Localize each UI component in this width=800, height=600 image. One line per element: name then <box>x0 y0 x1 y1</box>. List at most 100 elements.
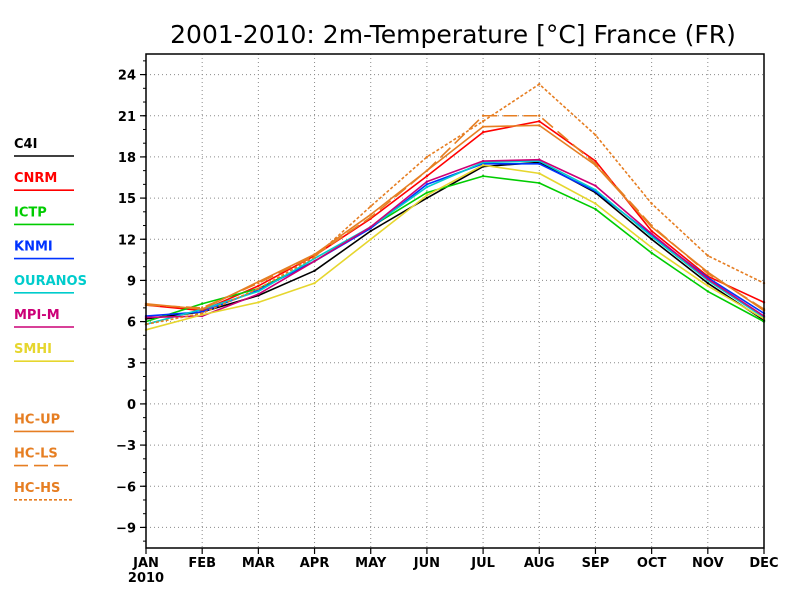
data-point <box>538 172 541 175</box>
data-point <box>594 162 597 165</box>
data-point <box>650 224 653 227</box>
y-tick-label: 18 <box>118 151 136 166</box>
y-tick-label: 12 <box>118 233 136 248</box>
data-point <box>594 133 597 137</box>
data-point <box>706 281 710 285</box>
legend-item-c4i: C4I <box>14 137 74 157</box>
data-point <box>257 284 260 288</box>
data-point <box>200 306 204 310</box>
x-axis: 2010 JAN FEB MAR APR MAY JUN JUL AUG SEP OCT NOV DE… <box>128 548 779 586</box>
data-point <box>257 290 260 293</box>
x-tick-label: JAN <box>132 556 159 571</box>
series-line <box>145 164 765 331</box>
x-tick-label: JUL <box>470 556 495 571</box>
y-tick-label: 3 <box>127 357 136 372</box>
data-point <box>313 269 316 273</box>
data-point <box>369 238 372 241</box>
data-point <box>650 238 653 241</box>
series-smhi <box>144 163 766 332</box>
y-tick-label: 24 <box>118 69 136 84</box>
legend-label: HC-HS <box>14 481 60 496</box>
data-point <box>481 159 485 163</box>
legend-item-mpi-m: MPI-M <box>14 308 74 328</box>
data-point <box>650 246 653 249</box>
data-point <box>257 287 260 290</box>
data-point <box>313 260 316 263</box>
data-point <box>425 180 429 183</box>
legend-label: HC-UP <box>14 412 60 427</box>
series-line <box>145 83 765 326</box>
data-point <box>538 158 541 161</box>
series-line <box>145 114 765 310</box>
data-point <box>369 205 372 208</box>
data-point <box>481 174 485 178</box>
series-line <box>145 120 765 312</box>
data-point <box>594 202 597 205</box>
data-point <box>650 232 653 235</box>
x-tick-label: APR <box>300 556 330 571</box>
y-tick-label: 0 <box>127 398 136 413</box>
y-tick-label: −9 <box>116 521 136 536</box>
data-point <box>369 213 372 216</box>
data-point <box>313 281 316 285</box>
y-tick-label: 6 <box>127 316 136 331</box>
data-point <box>425 185 429 189</box>
legend-item-knmi: KNMI <box>14 240 74 260</box>
data-point <box>650 202 653 205</box>
data-point <box>425 196 429 200</box>
legend-label: HC-LS <box>14 447 58 462</box>
data-point <box>650 235 653 238</box>
y-axis: −9 −6 −3 0 3 6 9 12 15 18 21 24 <box>116 60 146 542</box>
data-point <box>481 163 485 167</box>
y-tick-label: −3 <box>116 439 136 454</box>
data-point <box>200 302 204 305</box>
legend-item-hc-ls: HC-LS <box>14 447 74 467</box>
grid <box>146 54 764 548</box>
legend-item-hc-up: HC-UP <box>14 412 74 433</box>
legend-item-hc-hs: HC-HS <box>14 481 74 501</box>
legend-label: ICTP <box>14 205 47 220</box>
x-tick-label: SEP <box>582 556 610 571</box>
legend-label: MPI-M <box>14 308 60 323</box>
series-line <box>145 175 765 323</box>
data-point <box>650 251 653 255</box>
data-point <box>425 183 429 186</box>
series-group <box>144 82 766 332</box>
x-tick-label: MAR <box>242 556 275 571</box>
data-point <box>481 125 485 128</box>
data-point <box>538 120 541 123</box>
data-point <box>706 284 710 288</box>
data-point <box>538 114 541 117</box>
legend: C4I CNRM ICTP KNMI OURANOS MPI-M SMHI HC-UP HC-L… <box>14 137 87 501</box>
x-tick-label: MAY <box>355 556 387 571</box>
data-point <box>369 229 372 233</box>
series-line <box>145 160 765 326</box>
legend-label: SMHI <box>14 342 52 357</box>
x-tick-label: NOV <box>692 556 724 571</box>
x-tick-label: DEC <box>749 556 778 571</box>
data-point <box>369 225 372 229</box>
data-point <box>369 216 372 219</box>
data-point <box>538 162 541 165</box>
data-point <box>257 292 260 296</box>
data-point <box>425 194 429 197</box>
data-point <box>538 181 541 185</box>
legend-item-cnrm: CNRM <box>14 171 74 191</box>
legend-item-ictp: ICTP <box>14 205 74 226</box>
x-axis-year-label: 2010 <box>128 571 164 586</box>
y-tick-label: 21 <box>118 110 136 125</box>
data-point <box>425 191 429 194</box>
data-point <box>706 277 710 281</box>
data-point <box>425 169 429 172</box>
data-point <box>257 281 260 285</box>
series-line <box>145 158 765 319</box>
x-tick-label: OCT <box>637 556 667 571</box>
data-point <box>313 255 316 259</box>
legend-label: CNRM <box>14 171 57 186</box>
data-point <box>425 155 429 159</box>
data-point <box>200 312 204 315</box>
data-point <box>594 207 597 211</box>
x-tick-label: FEB <box>188 556 216 571</box>
legend-label: C4I <box>14 137 37 152</box>
